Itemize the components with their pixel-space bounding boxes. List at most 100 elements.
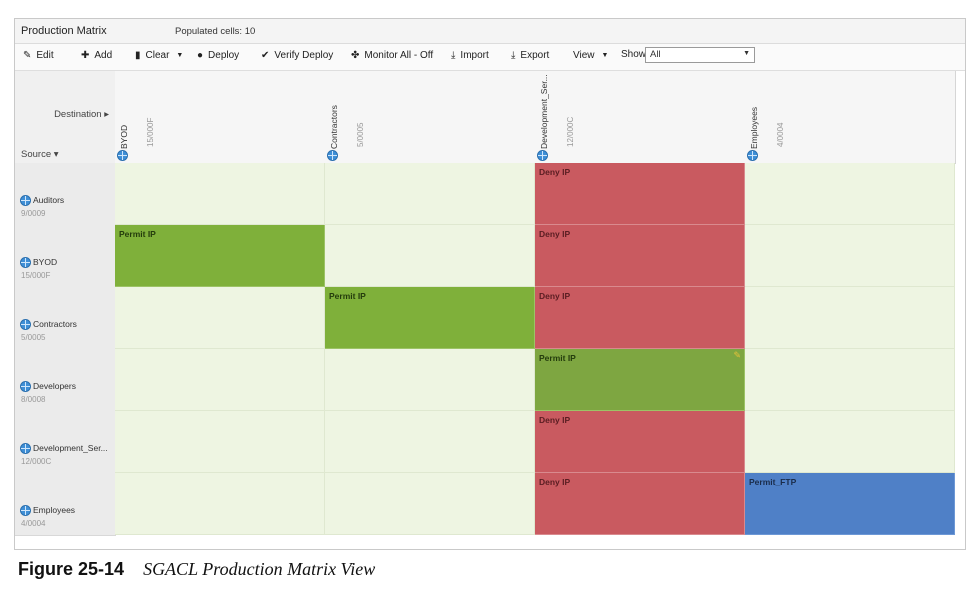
cell-policy-label: Deny IP: [539, 291, 571, 301]
row-tag: 8/0008: [21, 395, 46, 404]
chevron-down-icon: ▼: [601, 52, 609, 59]
cell-policy-label: Deny IP: [539, 415, 571, 425]
page-title: Production Matrix: [21, 25, 107, 37]
deploy-button[interactable]: ● Deploy: [197, 50, 239, 61]
matrix-cell[interactable]: Deny IP: [535, 163, 745, 225]
matrix-cell[interactable]: [325, 349, 535, 411]
column-header[interactable]: Contractors 5/0005: [325, 71, 536, 164]
matrix-cell[interactable]: [745, 225, 955, 287]
monitor-all-button[interactable]: ✤ Monitor All - Off: [351, 50, 433, 61]
matrix-cell[interactable]: [745, 163, 955, 225]
show-filter-select[interactable]: All ▼: [645, 47, 755, 63]
edit-label: Edit: [36, 50, 54, 61]
row-tag: 15/000F: [21, 271, 51, 280]
column-tag: 15/000F: [146, 117, 155, 147]
matrix-cell[interactable]: [115, 163, 325, 225]
matrix-cell[interactable]: Deny IP: [535, 225, 745, 287]
deploy-label: Deploy: [208, 50, 240, 61]
export-button[interactable]: ⤓ Export: [511, 50, 549, 61]
matrix-cell[interactable]: Deny IP: [535, 473, 745, 535]
figure-title: SGACL Production Matrix View: [143, 559, 376, 579]
row-header[interactable]: Employees 4/0004: [15, 473, 116, 536]
show-filter-value: All: [650, 49, 661, 60]
globe-icon: [20, 195, 31, 206]
matrix-cell[interactable]: Permit_FTP: [745, 473, 955, 535]
cell-policy-label: Permit_FTP: [749, 477, 797, 487]
policy-matrix: Destination ▸ Source ▾ BYOD 15/000F Contra…: [15, 71, 965, 549]
matrix-cell[interactable]: [745, 411, 955, 473]
cell-policy-label: Permit IP: [329, 291, 366, 301]
matrix-cell[interactable]: Permit IP ✎: [535, 349, 745, 411]
toolbar: ✎ Edit ✚ Add ▮ Clear ▼ ● Deploy ✔ Verify…: [15, 44, 965, 71]
row-name: Auditors: [33, 195, 65, 205]
row-header[interactable]: Auditors 9/0009: [15, 163, 116, 226]
globe-icon: [747, 150, 758, 161]
matrix-cell[interactable]: [115, 287, 325, 349]
import-button[interactable]: ⤓ Import: [451, 50, 489, 61]
cell-policy-label: Permit IP: [119, 229, 156, 239]
row-header[interactable]: BYOD 15/000F: [15, 225, 116, 288]
matrix-cell[interactable]: [325, 411, 535, 473]
verify-icon: ✔: [261, 49, 270, 61]
edit-icon: ✎: [23, 49, 32, 61]
matrix-cell[interactable]: Permit IP: [325, 287, 535, 349]
row-name: Employees: [33, 505, 76, 515]
row-tag: 12/000C: [21, 457, 52, 466]
row-name: Development_Ser...: [33, 443, 108, 453]
destination-label[interactable]: Destination ▸: [54, 109, 109, 120]
globe-icon: [20, 257, 31, 268]
matrix-cell[interactable]: [115, 349, 325, 411]
matrix-cell[interactable]: [745, 349, 955, 411]
edit-button[interactable]: ✎ Edit: [23, 50, 54, 61]
globe-icon: [20, 381, 31, 392]
row-tag: 5/0005: [21, 333, 46, 342]
cell-policy-label: Deny IP: [539, 477, 571, 487]
row-header[interactable]: Contractors 5/0005: [15, 287, 116, 350]
row-tag: 9/0009: [21, 209, 46, 218]
clear-button[interactable]: ▮ Clear ▼: [135, 50, 183, 61]
column-header[interactable]: BYOD 15/000F: [115, 71, 326, 164]
matrix-cell[interactable]: [745, 287, 955, 349]
matrix-cell[interactable]: [115, 411, 325, 473]
add-button[interactable]: ✚ Add: [81, 50, 112, 61]
show-label: Show: [621, 49, 647, 60]
figure-number: Figure 25-14: [18, 559, 125, 579]
view-button[interactable]: View ▼: [573, 50, 608, 61]
chevron-down-icon: ▼: [743, 50, 750, 57]
verify-deploy-label: Verify Deploy: [274, 50, 334, 61]
matrix-cell[interactable]: Deny IP: [535, 411, 745, 473]
column-tag: 4/0004: [776, 122, 785, 147]
column-tag: 12/000C: [566, 116, 575, 147]
export-label: Export: [520, 50, 550, 61]
title-bar: Production Matrix Populated cells: 10: [15, 19, 965, 44]
row-header[interactable]: Developers 8/0008: [15, 349, 116, 412]
column-name: Development_Ser...: [539, 74, 549, 149]
row-tag: 4/0004: [21, 519, 46, 528]
monitor-all-label: Monitor All - Off: [364, 50, 434, 61]
source-label[interactable]: Source ▾: [21, 149, 59, 160]
row-name: Developers: [33, 381, 76, 391]
matrix-cell[interactable]: Deny IP: [535, 287, 745, 349]
globe-icon: [20, 443, 31, 454]
add-label: Add: [94, 50, 113, 61]
matrix-cell[interactable]: [325, 473, 535, 535]
globe-icon: [327, 150, 338, 161]
matrix-cell[interactable]: [115, 473, 325, 535]
cell-policy-label: Permit IP: [539, 353, 576, 363]
matrix-cell[interactable]: Permit IP: [115, 225, 325, 287]
view-label: View: [573, 50, 595, 61]
matrix-cell[interactable]: [325, 225, 535, 287]
globe-icon: [20, 505, 31, 516]
matrix-cell[interactable]: [325, 163, 535, 225]
row-header[interactable]: Development_Ser... 12/000C: [15, 411, 116, 474]
row-name: BYOD: [33, 257, 58, 267]
verify-deploy-button[interactable]: ✔ Verify Deploy: [261, 50, 333, 61]
column-header[interactable]: Employees 4/0004: [745, 71, 956, 164]
cell-policy-label: Deny IP: [539, 229, 571, 239]
chevron-down-icon: ▼: [176, 52, 184, 59]
plus-icon: ✚: [81, 49, 90, 61]
column-name: BYOD: [119, 124, 129, 149]
column-header[interactable]: Development_Ser... 12/000C: [535, 71, 746, 164]
pencil-icon: ✎: [733, 350, 741, 360]
row-name: Contractors: [33, 319, 77, 329]
